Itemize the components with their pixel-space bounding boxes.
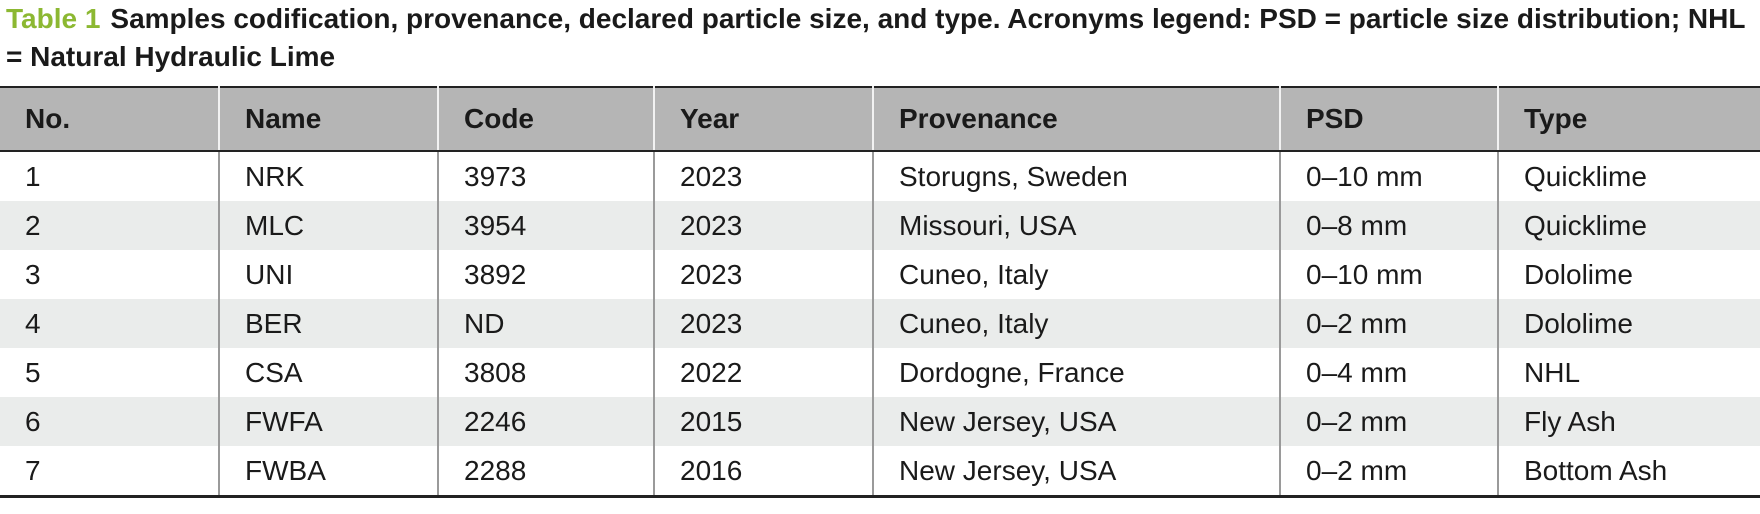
table-row: 5 CSA 3808 2022 Dordogne, France 0–4 mm NHL [0, 348, 1760, 397]
table-cell: 2023 [653, 151, 873, 201]
table-body: 1 NRK 3973 2023 Storugns, Sweden 0–10 mm Quick… [0, 151, 1760, 497]
table-cell: CSA [218, 348, 438, 397]
table-row: 4 BER ND 2023 Cuneo, Italy 0–2 mm Dololime [0, 299, 1760, 348]
table-row: 2 MLC 3954 2023 Missouri, USA 0–8 mm Quicklime [0, 201, 1760, 250]
table-cell: 3954 [437, 201, 654, 250]
table-cell: Cuneo, Italy [872, 250, 1280, 299]
table-cell: 2016 [653, 446, 873, 497]
column-header: Year [653, 87, 873, 152]
table-cell: FWFA [218, 397, 438, 446]
table-cell: BER [218, 299, 438, 348]
table-cell: 0–2 mm [1279, 397, 1498, 446]
table-cell: 2015 [653, 397, 873, 446]
table-cell: Bottom Ash [1497, 446, 1760, 497]
table-row: 6 FWFA 2246 2015 New Jersey, USA 0–2 mm Fly As… [0, 397, 1760, 446]
table-cell: 2288 [437, 446, 654, 497]
table-cell: Fly Ash [1497, 397, 1760, 446]
table-cell: 0–8 mm [1279, 201, 1498, 250]
table-cell: 0–2 mm [1279, 446, 1498, 497]
table-cell: Quicklime [1497, 201, 1760, 250]
table-cell: 3892 [437, 250, 654, 299]
table-row: 1 NRK 3973 2023 Storugns, Sweden 0–10 mm Quick… [0, 151, 1760, 201]
table-cell: 3 [25, 258, 41, 290]
table-cell: 2022 [653, 348, 873, 397]
table-cell: 2023 [653, 299, 873, 348]
header-row: No. Name Code Year Provenance PSD Type [0, 87, 1760, 152]
table-cell: Dordogne, France [872, 348, 1280, 397]
table-cell: New Jersey, USA [872, 397, 1280, 446]
column-header: Name [218, 87, 438, 152]
table-cell: 0–4 mm [1279, 348, 1498, 397]
table-cell: 7 [25, 454, 41, 486]
data-table: No. Name Code Year Provenance PSD Type 1 NRK 397… [0, 86, 1760, 498]
table-cell: New Jersey, USA [872, 446, 1280, 497]
column-header: Type [1497, 87, 1760, 152]
caption-label: Table 1 [6, 3, 101, 34]
table-cell: Quicklime [1497, 151, 1760, 201]
table-cell: 3808 [437, 348, 654, 397]
table-cell: Cuneo, Italy [872, 299, 1280, 348]
table-cell: 0–2 mm [1279, 299, 1498, 348]
table-cell: MLC [218, 201, 438, 250]
table-cell: NHL [1497, 348, 1760, 397]
table-caption: Table 1 Samples codification, provenance,… [0, 0, 1760, 86]
table-cell: 5 [25, 356, 41, 388]
table-cell: ND [437, 299, 654, 348]
table-cell: UNI [218, 250, 438, 299]
table-cell: Dololime [1497, 250, 1760, 299]
table-row: 3 UNI 3892 2023 Cuneo, Italy 0–10 mm Dololime [0, 250, 1760, 299]
table-cell: Storugns, Sweden [872, 151, 1280, 201]
table-cell: 2246 [437, 397, 654, 446]
table-cell: Dololime [1497, 299, 1760, 348]
table-cell: 2023 [653, 250, 873, 299]
column-header: Code [437, 87, 654, 152]
table-cell: NRK [218, 151, 438, 201]
table-row: 7 FWBA 2288 2016 New Jersey, USA 0–2 mm Bottom… [0, 446, 1760, 497]
column-header: Provenance [872, 87, 1280, 152]
table-cell: Missouri, USA [872, 201, 1280, 250]
table-cell: 1 [25, 160, 41, 192]
table-cell: FWBA [218, 446, 438, 497]
table-cell: 6 [0, 397, 219, 446]
column-header: No. [0, 87, 219, 152]
column-header: PSD [1279, 87, 1498, 152]
table-cell: 2023 [653, 201, 873, 250]
table-cell: 2 [0, 201, 219, 250]
table-cell: 3973 [437, 151, 654, 201]
table-cell: 0–10 mm [1279, 151, 1498, 201]
table-cell: 0–10 mm [1279, 250, 1498, 299]
caption-text: Samples codification, provenance, declar… [6, 3, 1745, 72]
table-cell: 4 [0, 299, 219, 348]
